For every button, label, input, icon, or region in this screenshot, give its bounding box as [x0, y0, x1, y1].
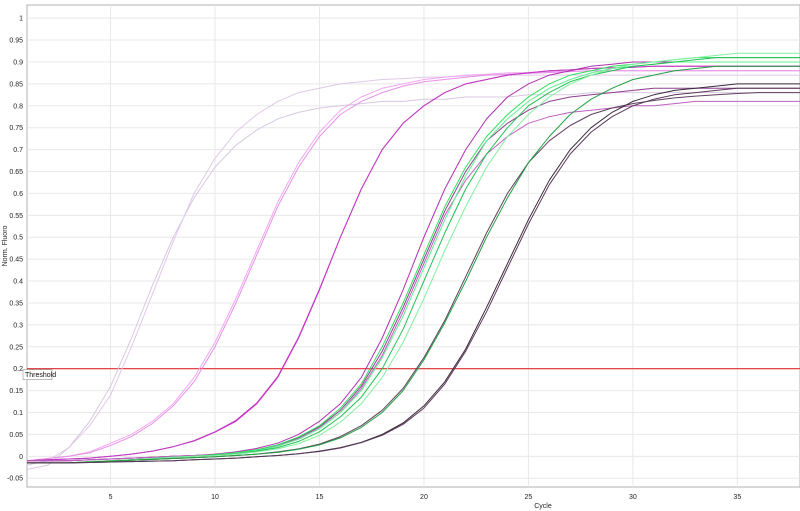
grid — [27, 5, 800, 487]
y-axis-label: Norm. Fluoro — [2, 225, 9, 266]
amplification-curve-13 — [27, 52, 800, 464]
amplification-curve-9 — [27, 100, 800, 462]
x-tick-label: 20 — [420, 494, 428, 501]
y-tick-label: 0.5 — [13, 235, 23, 242]
y-axis-ticks: -0.05 0 0.05 0.1 0.15 0.2 0.25 0.3 0.35 0.4 0.45 0.… — [7, 16, 23, 483]
amplification-curve-17 — [27, 87, 800, 464]
x-tick-label: 10 — [211, 494, 219, 501]
amplification-curve-6 — [26, 65, 800, 462]
threshold-tag-box — [22, 369, 53, 380]
x-tick-label: 15 — [316, 494, 324, 501]
y-tick-label: 0.15 — [9, 388, 23, 395]
y-tick-label: 0 — [19, 454, 23, 461]
series-layer — [26, 52, 800, 470]
x-tick-label: 25 — [525, 494, 533, 501]
y-tick-label: 0.3 — [13, 322, 23, 329]
x-tick-label: 30 — [629, 494, 637, 501]
y-tick-label: 0.35 — [9, 300, 23, 307]
amplification-curve-2 — [26, 74, 800, 466]
amplification-curve-4 — [26, 70, 800, 462]
y-tick-label: 1 — [19, 16, 23, 23]
plot-background — [26, 4, 800, 488]
y-tick-label: 0.7 — [13, 147, 23, 154]
y-tick-label: 0.25 — [9, 344, 23, 351]
amplification-curve-15 — [27, 65, 800, 464]
x-axis-ticks: 5 10 15 20 25 30 35 — [109, 494, 742, 501]
y-tick-label: 0.2 — [13, 366, 23, 373]
threshold[interactable]: Threshold — [22, 368, 800, 380]
y-tick-label: 0.6 — [13, 191, 23, 198]
y-tick-label: 0.9 — [13, 59, 23, 66]
y-tick-label: 0.8 — [13, 103, 23, 110]
y-tick-label: 0.55 — [9, 213, 23, 220]
x-tick-label: 5 — [109, 494, 113, 501]
x-axis-label: Cycle — [534, 503, 552, 510]
y-tick-label: 0.05 — [9, 432, 23, 439]
amplification-curve-1 — [26, 92, 800, 470]
y-tick-label: 0.65 — [9, 169, 23, 176]
y-tick-label: 0.85 — [9, 81, 23, 88]
y-tick-label: 0.45 — [9, 257, 23, 264]
x-tick-label: 35 — [733, 494, 741, 501]
y-tick-label: 0.1 — [13, 410, 23, 417]
threshold-label: Threshold — [25, 372, 56, 379]
y-tick-label: 0.4 — [13, 279, 23, 286]
y-tick-label: 0.75 — [9, 125, 23, 132]
y-tick-label: -0.05 — [7, 476, 23, 483]
y-tick-label: 0.95 — [9, 38, 23, 45]
